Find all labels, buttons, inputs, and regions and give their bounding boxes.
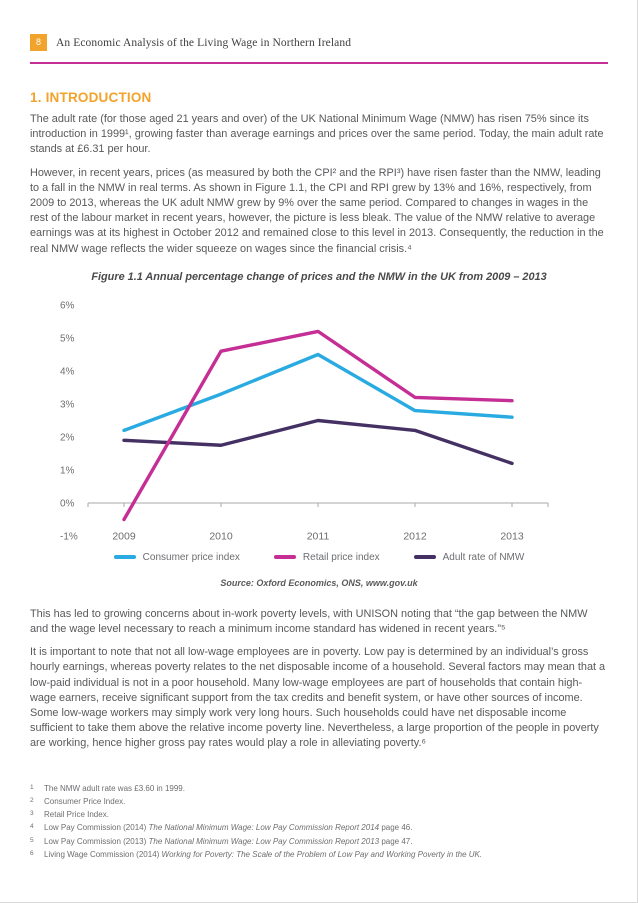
footnote-plain-text: Low Pay Commission (2013) [44,837,148,846]
footnote-text: Retail Price Index. [44,808,109,821]
x-axis-label: 2009 [112,530,136,542]
y-axis-label: -1% [60,531,78,542]
legend-swatch-adult-rate-of-nmw [414,555,436,559]
footnote-text: Low Pay Commission (2013) The National M… [44,835,412,848]
paragraph-poverty-concerns: This has led to growing concerns about i… [30,607,608,637]
footnote-text: Living Wage Commission (2014) Working fo… [44,848,482,861]
header-rule [30,62,608,64]
footnote-title: The National Minimum Wage: Low Pay Commi… [148,823,379,832]
footnote-plain-text: Consumer Price Index. [44,797,125,806]
footnote-title: Working for Poverty: The Scale of the Pr… [162,850,483,859]
legend-label: Consumer price index [143,552,240,563]
x-axis-label: 2012 [403,530,427,542]
legend-item-adult-rate-of-nmw: Adult rate of NMW [414,552,525,563]
footnote-plain-text: page 46. [379,823,412,832]
footnote-number: 1 [30,781,44,794]
paragraph-nmw-intro: The adult rate (for those aged 21 years … [30,112,608,158]
page-content: 8 An Economic Analysis of the Living Wag… [0,0,638,752]
legend-item-consumer-price-index: Consumer price index [114,552,240,563]
document-page: 8 An Economic Analysis of the Living Wag… [0,0,638,903]
footnote-plain-text: Living Wage Commission (2014) [44,850,162,859]
footnote-number: 5 [30,834,44,847]
footnote-plain-text: page 47. [379,837,412,846]
page-number-badge: 8 [30,34,47,51]
y-axis-label: 4% [60,366,75,377]
footnote: 1The NMW adult rate was £3.60 in 1999. [30,782,608,795]
y-axis-label: 6% [60,300,75,311]
footnote: 5Low Pay Commission (2013) The National … [30,835,608,848]
figure-chart: 6% 5% 4% 3% 2% 1% 0% -1% 2009 2010 2011 2012 2013 Co… [30,287,608,588]
footnote-plain-text: Retail Price Index. [44,810,109,819]
footnote: 4Low Pay Commission (2014) The National … [30,821,608,834]
footnote-number: 2 [30,794,44,807]
footnote-number: 3 [30,807,44,820]
y-axis-label: 2% [60,432,75,443]
footnote-text: Low Pay Commission (2014) The National M… [44,821,412,834]
y-axis-label: 0% [60,498,75,509]
x-axis-label: 2010 [209,530,233,542]
footnote: 6Living Wage Commission (2014) Working f… [30,848,608,861]
y-axis-label: 3% [60,399,75,410]
footnote-plain-text: Low Pay Commission (2014) [44,823,148,832]
footnote-plain-text: The NMW adult rate was £3.60 in 1999. [44,784,185,793]
footnote-number: 4 [30,820,44,833]
chart-legend: Consumer price index Retail price index Ad… [30,552,608,563]
x-axis-label: 2013 [500,530,524,542]
series-line-retail-price-index [124,331,512,519]
paragraph-low-pay-vs-poverty: It is important to note that not all low… [30,645,608,751]
footnote-number: 6 [30,847,44,860]
document-title: An Economic Analysis of the Living Wage … [56,37,351,49]
page-header: 8 An Economic Analysis of the Living Wag… [30,34,608,51]
chart-svg: 6% 5% 4% 3% 2% 1% 0% -1% 2009 2010 2011 2012 2013 [30,287,608,545]
footnote: 2Consumer Price Index. [30,795,608,808]
footnote: 3Retail Price Index. [30,808,608,821]
y-axis-label: 5% [60,333,75,344]
legend-label: Retail price index [303,552,380,563]
paragraph-prices-vs-nmw: However, in recent years, prices (as mea… [30,166,608,257]
footnote-text: The NMW adult rate was £3.60 in 1999. [44,782,185,795]
footnotes: 1The NMW adult rate was £3.60 in 1999.2C… [30,782,608,861]
y-axis-label: 1% [60,465,75,476]
x-axis-label: 2011 [307,530,330,542]
legend-swatch-retail-price-index [274,555,296,559]
footnote-text: Consumer Price Index. [44,795,125,808]
section-heading: 1. INTRODUCTION [30,90,608,105]
legend-label: Adult rate of NMW [443,552,525,563]
legend-swatch-consumer-price-index [114,555,136,559]
footnote-title: The National Minimum Wage: Low Pay Commi… [148,837,379,846]
chart-source: Source: Oxford Economics, ONS, www.gov.u… [30,578,608,588]
legend-item-retail-price-index: Retail price index [274,552,380,563]
figure-title: Figure 1.1 Annual percentage change of p… [30,271,608,283]
series-line-adult-rate-of-nmw [124,420,512,463]
